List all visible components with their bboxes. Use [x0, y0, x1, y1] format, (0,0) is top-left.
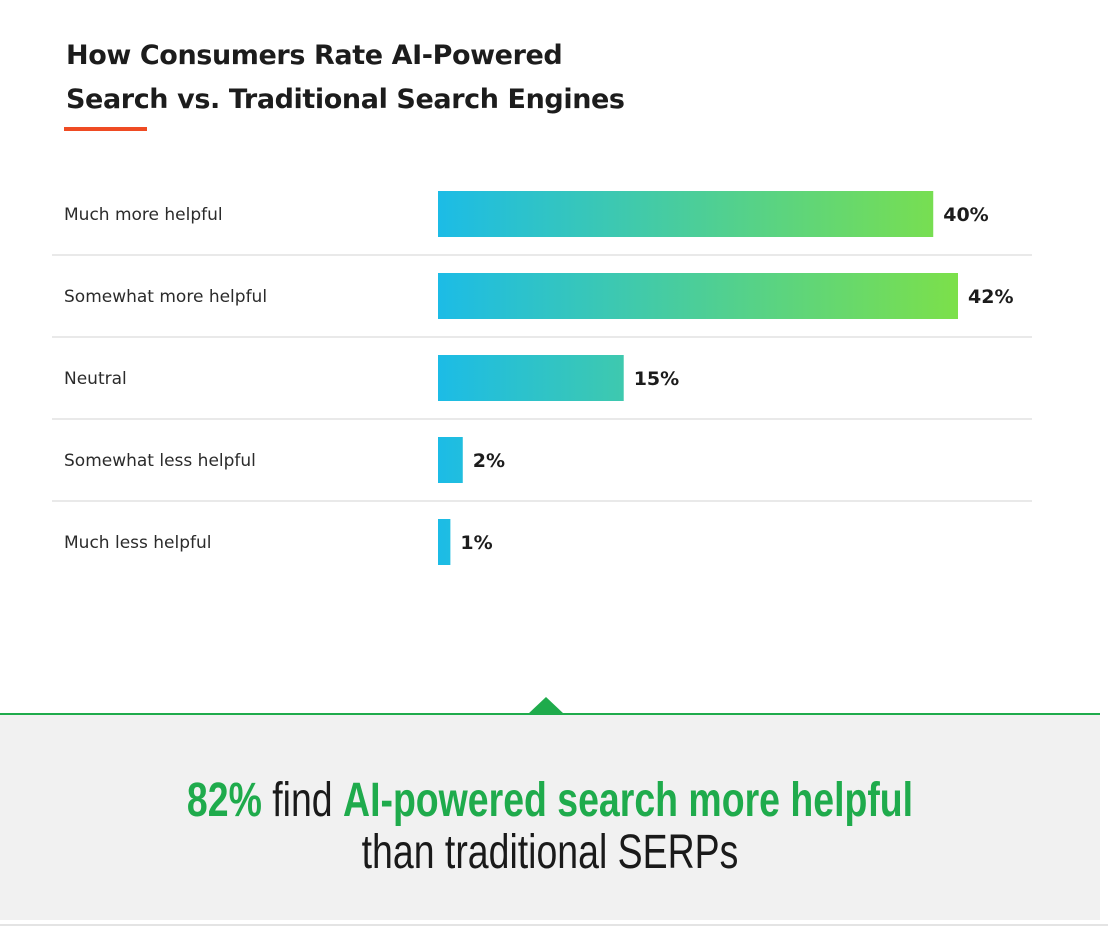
chart-title-line-2: Search vs. Traditional Search Engines [66, 84, 625, 115]
category-label: Much less helpful [64, 533, 212, 553]
category-label: Somewhat less helpful [64, 451, 256, 471]
category-label: Somewhat more helpful [64, 287, 267, 307]
bar-chart: Much more helpful 40% Somewhat more helpfu… [52, 191, 1032, 565]
bar-value-label: 40% [943, 204, 988, 226]
bar-value-label: 42% [968, 286, 1013, 308]
bar-value-label: 2% [473, 450, 505, 472]
callout-pointer [528, 697, 564, 714]
callout-text-2: than traditional SERPs [361, 826, 739, 879]
callout-text: 82% find AI-powered search more helpful … [160, 775, 940, 879]
bar [438, 519, 451, 565]
callout-stat: 82% [186, 774, 262, 827]
bar-value-label: 15% [634, 368, 679, 390]
bar [438, 437, 463, 483]
bar-value-label: 1% [460, 532, 492, 554]
bar [438, 191, 934, 237]
bar [438, 273, 958, 319]
category-label: Neutral [64, 369, 127, 389]
category-label: Much more helpful [64, 205, 223, 225]
bar [438, 355, 624, 401]
chart-title-line-1: How Consumers Rate AI-Powered [66, 40, 563, 71]
callout-highlight: AI-powered search more helpful [343, 774, 914, 827]
callout-text-1: find [261, 774, 344, 827]
title-accent-underline [64, 127, 147, 131]
bottom-divider [0, 924, 1108, 926]
chart-title: How Consumers Rate AI-Powered Search vs.… [66, 34, 766, 122]
callout-panel: 82% find AI-powered search more helpful … [0, 713, 1100, 920]
